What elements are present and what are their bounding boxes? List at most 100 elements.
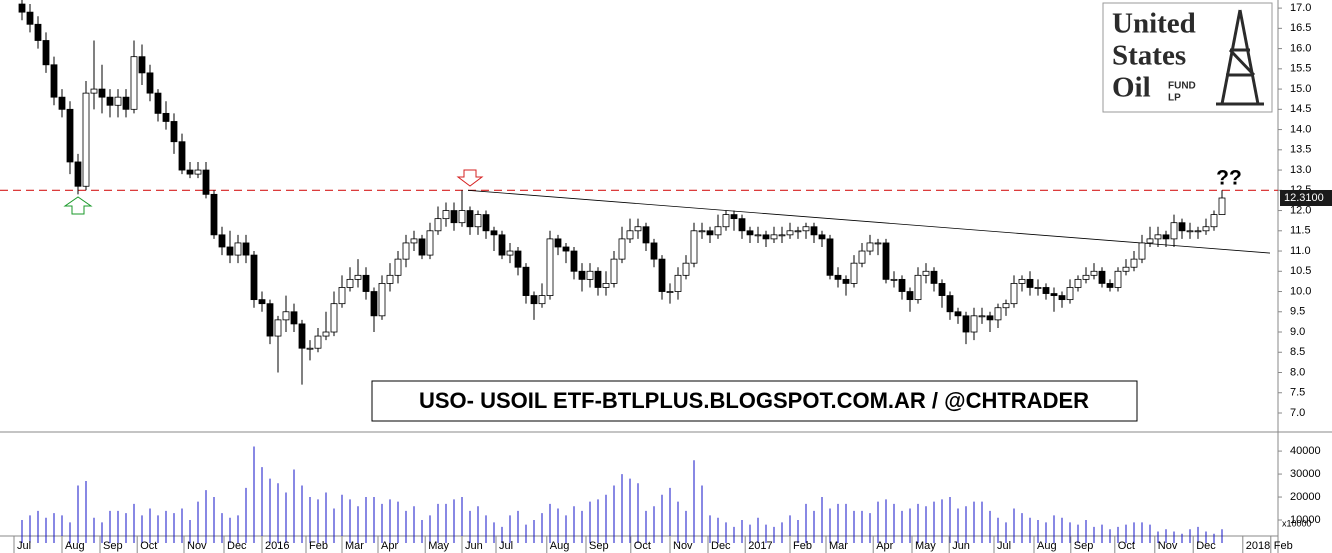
candle-body [938,283,946,296]
candle-body [1010,283,1018,305]
candle-body [610,258,618,284]
multiplier-label: x10000 [1282,518,1312,528]
candle-body [626,230,634,240]
candle-body [170,121,178,143]
candle-body [770,234,778,240]
y-tick-label: 16.5 [1290,22,1311,34]
banner: USO- USOIL ETF-BTLPLUS.BLOGSPOT.COM.AR /… [419,388,1089,413]
candle-body [530,295,538,305]
x-tick-label: Apr [381,540,398,552]
candle-body [674,274,682,292]
x-tick-label: Dec [711,540,731,552]
candle-body [882,242,890,280]
candle-body [26,11,34,25]
logo-box [1102,2,1273,113]
candle-body [450,210,458,224]
x-tick-label: Jun [465,540,483,552]
candle-body [1026,278,1034,288]
x-tick-label: Jul [997,540,1011,552]
candle-body [306,347,314,350]
candle-body [1018,278,1026,284]
y-tick-label: 9.5 [1290,306,1305,318]
candle-body [890,278,898,281]
candle-body [58,96,66,110]
candle-body [866,242,874,252]
candle-body [594,270,602,288]
candle-body [858,250,866,264]
x-tick-label: 2017 [748,540,772,552]
derrick [1216,9,1264,106]
candle-body [642,226,650,244]
y-tick-label: 12.0 [1290,204,1311,216]
candle-body [218,234,226,248]
candle-body [1138,242,1146,260]
candle-body [1210,214,1218,228]
candle-body [618,238,626,260]
x-tick-label: Nov [1158,540,1178,552]
candle-body [498,234,506,256]
y-tick-label: 20000 [1290,491,1321,503]
x-tick-label: Jul [17,540,31,552]
candle-body [274,319,282,337]
candle-body [330,303,338,333]
x-tick-label: Mar [829,540,848,552]
candle-body [794,230,802,233]
x-tick-label: Oct [634,540,651,552]
y-tick-label: 7.0 [1290,407,1305,419]
y-tick-label: 9.0 [1290,326,1305,338]
y-tick-label: 13.0 [1290,164,1311,176]
x-tick-label: May [428,540,449,552]
logo-word: Oil [1112,72,1151,104]
x-tick-label: Apr [876,540,893,552]
candle-body [690,230,698,264]
candle-body [98,88,106,98]
x-tick-label: Aug [1037,540,1057,552]
candle-body [1162,234,1170,240]
candle-body [282,311,290,321]
candle-body [186,169,194,175]
candle-body [922,270,930,276]
candle-body [706,230,714,236]
candle-body [82,92,90,187]
candle-body [1202,226,1210,232]
x-tick-label: Feb [309,540,328,552]
x-tick-label: May [915,540,936,552]
candle-body [666,291,674,293]
candle-body [234,242,242,256]
candle-body [1218,197,1226,215]
candle-body [906,291,914,301]
candle-body [970,315,978,333]
candle-body [122,96,130,110]
x-tick-label: Aug [65,540,85,552]
candle-body [290,311,298,325]
candle-body [1082,274,1090,280]
candle-body [586,270,594,280]
candle-body [466,210,474,228]
candle-body [1050,293,1058,296]
candle-body [354,274,362,280]
candle-body [898,278,906,292]
candle-body [202,169,210,195]
candle-body [658,258,666,292]
candle-body [930,270,938,284]
candle-body [418,238,426,256]
candle-body [682,262,690,276]
candle-body [114,96,122,106]
x-tick-label: Jun [952,540,970,552]
y-tick-label: 16.0 [1290,42,1311,54]
candle-body [146,72,154,94]
y-tick-label: 13.5 [1290,144,1311,156]
candle-body [506,250,514,256]
candle-body [138,56,146,74]
candle-body [458,210,466,224]
y-tick-label: 11.5 [1290,225,1311,237]
candle-body [474,214,482,228]
candle-body [738,218,746,232]
candle-body [298,323,306,349]
x-tick-label: 2016 [265,540,289,552]
candle-body [962,315,970,333]
candle-body [538,295,546,305]
candle-body [978,315,986,318]
x-tick-label: Sep [103,540,123,552]
